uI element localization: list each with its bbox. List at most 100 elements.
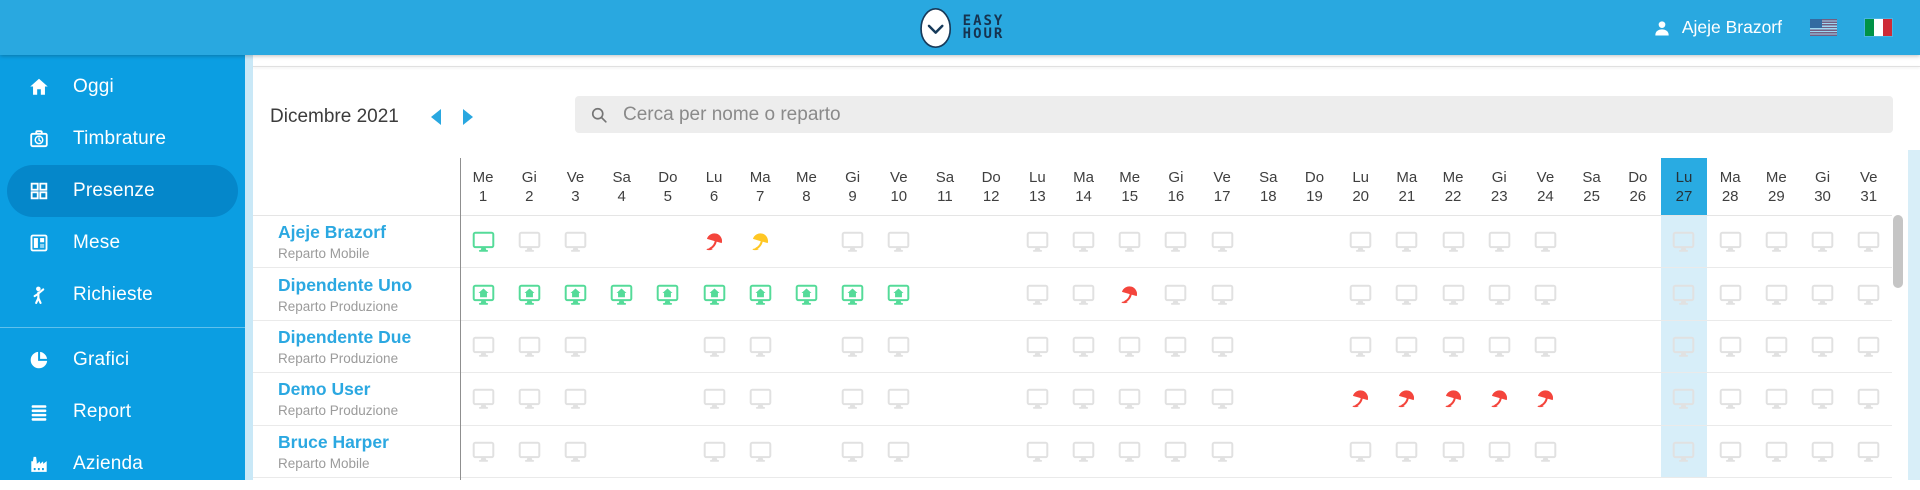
- presence-cell[interactable]: [1846, 321, 1892, 372]
- presence-cell[interactable]: [876, 216, 922, 267]
- presence-cell[interactable]: [876, 321, 922, 372]
- presence-cell[interactable]: [1060, 321, 1106, 372]
- presence-cell[interactable]: [1753, 216, 1799, 267]
- presence-cell[interactable]: [1707, 216, 1753, 267]
- user-menu[interactable]: Ajeje Brazorf: [1652, 17, 1782, 38]
- presence-cell[interactable]: [552, 426, 598, 477]
- employee-name-cell[interactable]: Bruce Harper Reparto Mobile: [253, 426, 460, 477]
- presence-cell[interactable]: [460, 321, 506, 372]
- presence-cell[interactable]: [1014, 216, 1060, 267]
- presence-cell[interactable]: [1199, 321, 1245, 372]
- presence-cell[interactable]: [1799, 216, 1845, 267]
- sidebar-item-mese[interactable]: Mese: [0, 217, 245, 269]
- presence-cell[interactable]: [1199, 216, 1245, 267]
- presence-cell[interactable]: [1476, 373, 1522, 424]
- presence-cell[interactable]: [1476, 321, 1522, 372]
- employee-name[interactable]: Dipendente Due: [278, 326, 412, 347]
- presence-cell[interactable]: [830, 373, 876, 424]
- presence-cell[interactable]: [1753, 321, 1799, 372]
- employee-name-cell[interactable]: Ajeje Brazorf Reparto Mobile: [253, 216, 460, 267]
- presence-cell[interactable]: [737, 216, 783, 267]
- presence-cell[interactable]: [1522, 216, 1568, 267]
- presence-cell[interactable]: [1107, 268, 1153, 319]
- presence-cell[interactable]: [645, 268, 691, 319]
- presence-cell[interactable]: [691, 321, 737, 372]
- presence-cell[interactable]: [1107, 216, 1153, 267]
- presence-cell[interactable]: [1014, 373, 1060, 424]
- presence-cell[interactable]: [552, 216, 598, 267]
- presence-cell[interactable]: [1384, 373, 1430, 424]
- presence-cell[interactable]: [737, 373, 783, 424]
- presence-cell[interactable]: [691, 216, 737, 267]
- presence-cell[interactable]: [691, 268, 737, 319]
- presence-cell[interactable]: [1753, 426, 1799, 477]
- presence-cell[interactable]: [506, 268, 552, 319]
- presence-cell[interactable]: [1753, 373, 1799, 424]
- presence-cell[interactable]: [1384, 268, 1430, 319]
- presence-cell[interactable]: [737, 268, 783, 319]
- presence-cell[interactable]: [1430, 426, 1476, 477]
- presence-cell[interactable]: [1660, 216, 1708, 268]
- presence-cell[interactable]: [1846, 373, 1892, 424]
- presence-cell[interactable]: [1799, 321, 1845, 372]
- sidebar-item-timbrature[interactable]: Timbrature: [0, 113, 245, 165]
- presence-cell[interactable]: [1153, 373, 1199, 424]
- presence-cell[interactable]: [830, 268, 876, 319]
- presence-cell[interactable]: [876, 373, 922, 424]
- presence-cell[interactable]: [1476, 216, 1522, 267]
- presence-cell[interactable]: [876, 426, 922, 477]
- presence-cell[interactable]: [1660, 425, 1708, 477]
- presence-cell[interactable]: [1060, 426, 1106, 477]
- presence-cell[interactable]: [1522, 321, 1568, 372]
- presence-cell[interactable]: [1522, 268, 1568, 319]
- presence-cell[interactable]: [460, 373, 506, 424]
- employee-name[interactable]: Ajeje Brazorf: [278, 222, 386, 243]
- presence-cell[interactable]: [1707, 321, 1753, 372]
- presence-cell[interactable]: [1660, 373, 1708, 425]
- sidebar-item-oggi[interactable]: Oggi: [0, 61, 245, 113]
- presence-cell[interactable]: [1060, 373, 1106, 424]
- presence-cell[interactable]: [876, 268, 922, 319]
- scrollbar-track[interactable]: [1908, 150, 1920, 480]
- presence-cell[interactable]: [1153, 321, 1199, 372]
- search-input[interactable]: [621, 102, 1885, 127]
- presence-cell[interactable]: [1014, 268, 1060, 319]
- presence-cell[interactable]: [830, 321, 876, 372]
- presence-cell[interactable]: [1476, 268, 1522, 319]
- presence-cell[interactable]: [1199, 268, 1245, 319]
- presence-cell[interactable]: [1799, 373, 1845, 424]
- presence-cell[interactable]: [1430, 216, 1476, 267]
- presence-cell[interactable]: [460, 426, 506, 477]
- presence-cell[interactable]: [1707, 426, 1753, 477]
- presence-cell[interactable]: [1660, 268, 1708, 320]
- presence-cell[interactable]: [460, 216, 506, 267]
- presence-cell[interactable]: [1199, 426, 1245, 477]
- presence-cell[interactable]: [552, 373, 598, 424]
- it-flag-button[interactable]: [1865, 19, 1892, 36]
- presence-cell[interactable]: [1707, 373, 1753, 424]
- presence-cell[interactable]: [1522, 426, 1568, 477]
- presence-cell[interactable]: [1846, 268, 1892, 319]
- presence-cell[interactable]: [506, 216, 552, 267]
- presence-cell[interactable]: [1338, 216, 1384, 267]
- presence-cell[interactable]: [1014, 426, 1060, 477]
- presence-cell[interactable]: [1338, 321, 1384, 372]
- prev-month-button[interactable]: [430, 109, 441, 125]
- presence-cell[interactable]: [830, 216, 876, 267]
- presence-cell[interactable]: [1476, 426, 1522, 477]
- presence-cell[interactable]: [1660, 320, 1708, 373]
- presence-cell[interactable]: [1338, 373, 1384, 424]
- presence-cell[interactable]: [1384, 321, 1430, 372]
- sidebar-item-grafici[interactable]: Grafici: [0, 334, 245, 386]
- us-flag-button[interactable]: [1810, 19, 1837, 36]
- presence-cell[interactable]: [1199, 373, 1245, 424]
- employee-name[interactable]: Dipendente Uno: [278, 274, 413, 295]
- presence-cell[interactable]: [1430, 373, 1476, 424]
- sidebar-item-report[interactable]: Report: [0, 386, 245, 438]
- presence-cell[interactable]: [1060, 216, 1106, 267]
- presence-cell[interactable]: [1153, 216, 1199, 267]
- presence-cell[interactable]: [599, 268, 645, 319]
- presence-cell[interactable]: [1522, 373, 1568, 424]
- presence-cell[interactable]: [552, 268, 598, 319]
- presence-cell[interactable]: [737, 426, 783, 477]
